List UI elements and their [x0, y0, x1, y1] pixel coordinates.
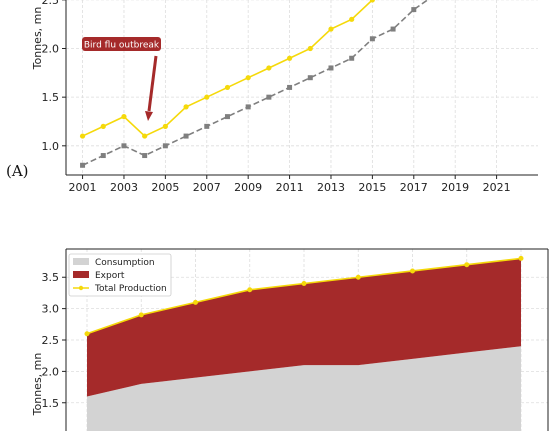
legend-swatch-export — [73, 271, 89, 278]
panel-b-y-tick-label: 1.5 — [42, 397, 60, 410]
panel-a-series-1-point — [328, 65, 334, 71]
legend-label-export: Export — [95, 271, 125, 281]
panel-a-series-1-point — [390, 26, 396, 32]
annotation-arrow-head — [145, 111, 153, 121]
export-area — [87, 258, 521, 397]
panel-a-series-0-point — [328, 26, 334, 32]
panel-a-x-tick-label: 2005 — [151, 181, 179, 194]
panel-a-series-0-point — [307, 45, 313, 52]
panel-a: 2001 2003 2005 2007 2009 2011 2013 2015 2017 2019… — [6, 0, 538, 194]
panel-a-series-1-point — [266, 94, 272, 100]
panel-a-series-0-point — [100, 123, 106, 129]
panel-a-y-tick-label: 2.0 — [42, 43, 60, 56]
total-production-point — [247, 287, 253, 293]
legend-box — [68, 253, 172, 297]
panel-a-x-tick-label: 2007 — [193, 181, 221, 194]
panel-a-series-0-point — [121, 114, 127, 120]
panel-b-y-tick-label: 2.0 — [42, 365, 60, 378]
total-production-point — [193, 299, 198, 305]
total-production-point — [301, 281, 307, 287]
panel-a-series-1-point — [162, 143, 168, 149]
panel-a-y-tick-label: 1.0 — [42, 140, 60, 153]
panel-a-series-0-point — [349, 16, 355, 22]
panel-a-series-0-point — [369, 0, 375, 3]
panel-a-grid — [66, 0, 538, 175]
panel-a-y-axis-label: Tonnes, mn — [31, 7, 44, 71]
legend-swatch-consumption — [73, 258, 89, 265]
panel-a-series-0-point — [183, 104, 189, 110]
legend-label-consumption: Consumption — [95, 258, 155, 268]
legend-label-total-production: Total Production — [94, 284, 167, 294]
annotation-text: Bird flu outbreak — [84, 41, 160, 51]
panel-a-series-0-point — [266, 65, 272, 71]
panel-a-series-1-point — [411, 7, 417, 13]
panel-a-series-1-line — [82, 0, 429, 166]
panel-a-y-tick-label: 1.5 — [42, 91, 60, 104]
panel-a-y-tick-label: 2.5 — [42, 0, 60, 7]
annotation-arrow-shaft — [147, 55, 158, 112]
panel-a-series-1-point — [369, 36, 375, 42]
legend-marker-total-production — [78, 285, 84, 291]
panel-a-series-0-point — [224, 84, 231, 91]
total-production-point — [518, 255, 524, 261]
panel-a-series-1-point — [307, 75, 313, 81]
total-production-point — [138, 312, 144, 318]
panel-a-label: (A) — [6, 162, 29, 180]
panel-a-x-tick-label: 2017 — [400, 181, 428, 194]
total-production-point — [410, 268, 415, 274]
panel-b-series — [84, 255, 524, 431]
panel-a-series-0-point — [162, 123, 168, 129]
panel-a-series-1-point — [121, 143, 127, 149]
panel-a-series-1-point — [204, 123, 210, 129]
panel-a-series-1-point — [142, 153, 148, 159]
panel-b-y-axis-label: Tonnes, mn — [31, 353, 44, 417]
panel-a-series-1-point — [183, 133, 189, 139]
total-production-point — [84, 331, 90, 337]
panel-a-x-tick-label: 2013 — [317, 181, 345, 194]
panel-a-ticks: 2001 2003 2005 2007 2009 2011 2013 2015 2017 2019… — [42, 0, 511, 194]
panel-a-x-tick-label: 2019 — [441, 181, 469, 194]
panel-a-series-0-point — [79, 133, 86, 139]
total-production-point — [464, 262, 470, 268]
legend: Consumption Export Total Production — [68, 253, 172, 297]
panel-a-series-1-point — [287, 84, 293, 90]
panel-a-series-1-point — [80, 162, 86, 168]
panel-a-series — [79, 0, 429, 168]
panel-b-y-tick-label: 3.0 — [42, 303, 60, 316]
bird-flu-annotation: Bird flu outbreak — [82, 37, 161, 121]
panel-a-series-1-point — [224, 114, 230, 120]
consumption-area — [87, 346, 521, 431]
panel-a-series-1-point — [349, 55, 355, 61]
panel-a-x-tick-label: 2003 — [110, 181, 138, 194]
annotation-box — [82, 37, 161, 51]
panel-b-ticks: 1.5 2.0 2.5 3.0 3.5 — [42, 271, 66, 410]
panel-a-series-0-point — [204, 94, 210, 100]
panel-b: 1.5 2.0 2.5 3.0 3.5 Tonnes, mn Consumption E… — [31, 248, 549, 431]
panel-a-series-1-point — [245, 104, 251, 110]
panel-a-series-0-point — [245, 75, 251, 81]
panel-a-x-tick-label: 2015 — [358, 181, 386, 194]
panel-a-x-tick-label: 2011 — [276, 181, 304, 194]
panel-b-y-tick-label: 3.5 — [42, 271, 60, 284]
panel-a-x-tick-label: 2021 — [483, 181, 511, 194]
panel-a-x-tick-label: 2001 — [69, 181, 97, 194]
panel-a-series-1-point — [100, 153, 106, 159]
panel-b-y-tick-label: 2.5 — [42, 334, 60, 347]
panel-a-x-tick-label: 2009 — [234, 181, 262, 194]
panel-a-series-0-point — [142, 133, 148, 139]
panel-a-series-0-point — [286, 55, 293, 61]
total-production-point — [355, 274, 361, 280]
